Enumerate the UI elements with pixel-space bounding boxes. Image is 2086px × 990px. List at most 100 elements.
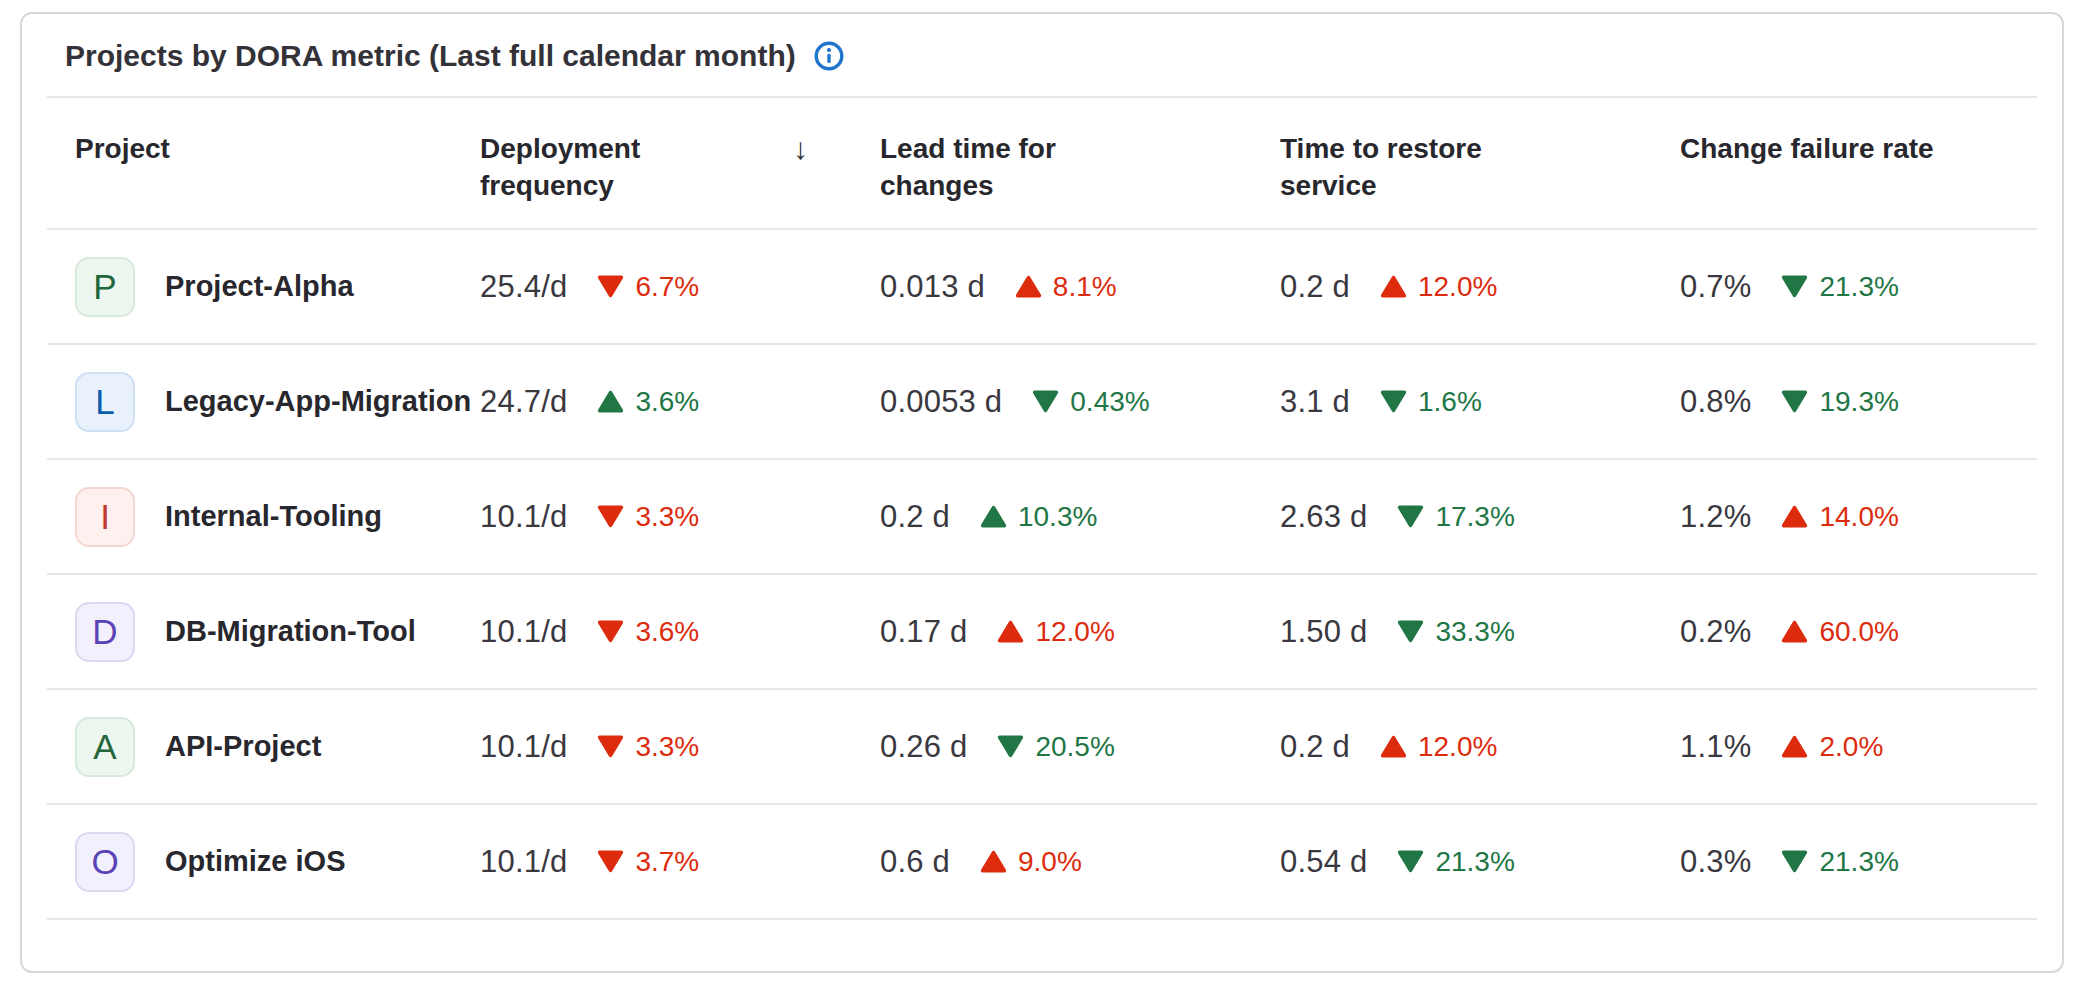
project-cell: D DB-Migration-Tool [75,602,480,662]
trend-badge: 2.0% [1781,731,1883,763]
metric-value: 0.26 d [880,729,967,765]
metric-value: 0.7% [1680,269,1751,305]
project-name-link[interactable]: DB-Migration-Tool [165,615,416,648]
trend-badge: 21.3% [1397,846,1514,878]
sort-descending-icon[interactable]: ↓ [793,130,808,167]
table-row: A API-Project 10.1/d 3.3% 0.26 d 20.5% 0… [47,690,2037,805]
trend-badge: 19.3% [1781,386,1898,418]
trend-arrow-icon [1032,390,1059,413]
change-failure-rate-cell: 1.2% 14.0% [1680,499,2037,535]
trend-badge: 1.6% [1380,386,1482,418]
trend-percent: 2.0% [1819,731,1883,763]
trend-percent: 3.3% [635,501,699,533]
trend-badge: 8.1% [1015,271,1117,303]
trend-badge: 0.43% [1032,386,1149,418]
change-failure-rate-cell: 0.3% 21.3% [1680,844,2037,880]
lead-time-cell: 0.26 d 20.5% [880,729,1280,765]
project-avatar: O [75,832,135,892]
trend-arrow-icon [1397,620,1424,643]
change-failure-rate-cell: 0.2% 60.0% [1680,614,2037,650]
page-title: Projects by DORA metric (Last full calen… [65,38,796,74]
trend-percent: 3.6% [635,616,699,648]
project-avatar: A [75,717,135,777]
trend-badge: 21.3% [1781,271,1898,303]
trend-badge: 12.0% [997,616,1114,648]
trend-badge: 3.6% [597,386,699,418]
metric-value: 0.6 d [880,844,950,880]
trend-percent: 19.3% [1819,386,1898,418]
lead-time-cell: 0.2 d 10.3% [880,499,1280,535]
metric-value: 10.1/d [480,614,567,650]
trend-arrow-icon [980,850,1007,873]
trend-percent: 10.3% [1018,501,1097,533]
trend-arrow-icon [1781,275,1808,298]
metric-value: 10.1/d [480,499,567,535]
trend-percent: 60.0% [1819,616,1898,648]
deployment-frequency-cell: 10.1/d 3.3% [480,499,880,535]
metric-value: 24.7/d [480,384,567,420]
trend-percent: 21.3% [1819,846,1898,878]
trend-arrow-icon [1380,275,1407,298]
trend-arrow-icon [1781,505,1808,528]
trend-badge: 3.7% [597,846,699,878]
metric-value: 0.2 d [880,499,950,535]
trend-badge: 9.0% [980,846,1082,878]
project-name-link[interactable]: API-Project [165,730,321,763]
table-row: L Legacy-App-Migration 24.7/d 3.6% 0.005… [47,345,2037,460]
trend-arrow-icon [980,505,1007,528]
info-icon[interactable] [812,39,846,73]
change-failure-rate-cell: 1.1% 2.0% [1680,729,2037,765]
metric-value: 0.2 d [1280,729,1350,765]
project-cell: O Optimize iOS [75,832,480,892]
time-to-restore-cell: 0.2 d 12.0% [1280,269,1680,305]
trend-percent: 20.5% [1035,731,1114,763]
trend-percent: 3.6% [635,386,699,418]
column-header-time-to-restore[interactable]: Time to restore service [1280,130,1680,204]
trend-arrow-icon [1015,275,1042,298]
trend-arrow-icon [1380,735,1407,758]
project-name-link[interactable]: Project-Alpha [165,270,354,303]
trend-percent: 9.0% [1018,846,1082,878]
project-cell: A API-Project [75,717,480,777]
project-avatar: D [75,602,135,662]
trend-percent: 6.7% [635,271,699,303]
project-name-link[interactable]: Internal-Tooling [165,500,382,533]
metric-value: 1.1% [1680,729,1751,765]
lead-time-cell: 0.013 d 8.1% [880,269,1280,305]
project-name-link[interactable]: Legacy-App-Migration [165,385,471,418]
metric-value: 0.2 d [1280,269,1350,305]
trend-percent: 17.3% [1435,501,1514,533]
card-header: Projects by DORA metric (Last full calen… [47,14,2037,98]
lead-time-cell: 0.6 d 9.0% [880,844,1280,880]
deployment-frequency-cell: 10.1/d 3.3% [480,729,880,765]
time-to-restore-cell: 1.50 d 33.3% [1280,614,1680,650]
trend-badge: 3.6% [597,616,699,648]
project-cell: L Legacy-App-Migration [75,372,480,432]
metric-value: 0.2% [1680,614,1751,650]
trend-percent: 0.43% [1070,386,1149,418]
trend-arrow-icon [597,505,624,528]
column-header-lead-time[interactable]: Lead time for changes [880,130,1280,204]
trend-arrow-icon [597,390,624,413]
trend-badge: 20.5% [997,731,1114,763]
trend-percent: 12.0% [1418,731,1497,763]
change-failure-rate-cell: 0.8% 19.3% [1680,384,2037,420]
trend-arrow-icon [1781,620,1808,643]
change-failure-rate-cell: 0.7% 21.3% [1680,269,2037,305]
trend-percent: 12.0% [1035,616,1114,648]
trend-arrow-icon [997,735,1024,758]
lead-time-cell: 0.17 d 12.0% [880,614,1280,650]
project-avatar: I [75,487,135,547]
project-name-link[interactable]: Optimize iOS [165,845,345,878]
trend-percent: 1.6% [1418,386,1482,418]
metric-value: 0.013 d [880,269,985,305]
metric-value: 0.54 d [1280,844,1367,880]
trend-arrow-icon [597,735,624,758]
deployment-frequency-cell: 10.1/d 3.6% [480,614,880,650]
trend-arrow-icon [1781,390,1808,413]
trend-arrow-icon [1397,850,1424,873]
column-header-change-failure-rate[interactable]: Change failure rate [1680,130,2037,167]
trend-percent: 33.3% [1435,616,1514,648]
column-header-project[interactable]: Project [75,130,480,167]
column-header-deployment-frequency[interactable]: Deployment frequency ↓ [480,130,880,204]
